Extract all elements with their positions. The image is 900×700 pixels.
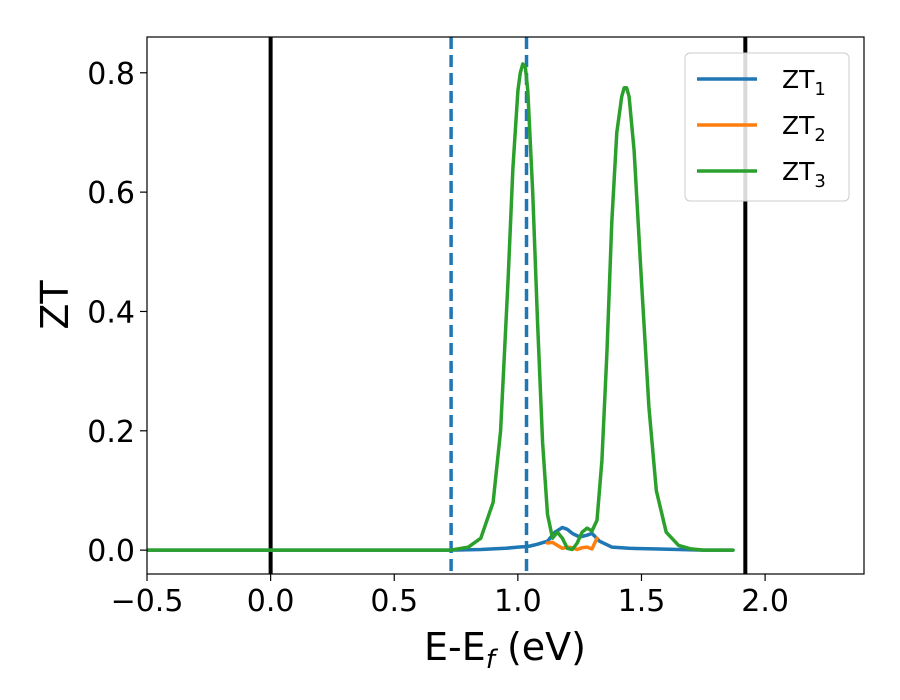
legend-label-subscript: 2	[814, 125, 825, 146]
y-axis-label: ZT	[33, 280, 77, 330]
series-line-zt3	[147, 62, 735, 552]
legend-label-zt2: ZT2	[782, 111, 826, 146]
legend-label-zt1: ZT1	[782, 65, 826, 100]
x-tick-label: 0.0	[247, 584, 295, 619]
legend-box	[684, 52, 850, 202]
legend-label-subscript: 3	[814, 171, 825, 192]
y-tick-label: 0.6	[87, 176, 135, 211]
axes: −0.5 0.0 0.5 1.0 1.5 2.0 0.0 0.2 0.4 0.6 0.8	[87, 36, 865, 619]
legend-label-zt3: ZT3	[782, 157, 826, 192]
x-axis-label: E-Ef (eV)	[424, 625, 586, 675]
y-tick-label: 0.2	[87, 415, 135, 450]
x-tick-label: 2.0	[741, 584, 789, 619]
y-tick-label: 0.4	[87, 295, 135, 330]
y-tick-label: 0.8	[87, 57, 135, 92]
x-tick-label: 0.5	[370, 584, 418, 619]
x-tick-label: 1.0	[494, 584, 542, 619]
legend-label-text: ZT	[782, 111, 815, 140]
x-tick-label: −0.5	[111, 584, 184, 619]
axes-frame	[146, 36, 865, 575]
x-tick-label: 1.5	[618, 584, 666, 619]
legend-label-subscript: 1	[814, 79, 825, 100]
legend-label-text: ZT	[782, 65, 815, 94]
y-tick-label: 0.0	[87, 534, 135, 569]
legend-label-text: ZT	[782, 157, 815, 186]
series-line-zt1	[147, 525, 735, 552]
